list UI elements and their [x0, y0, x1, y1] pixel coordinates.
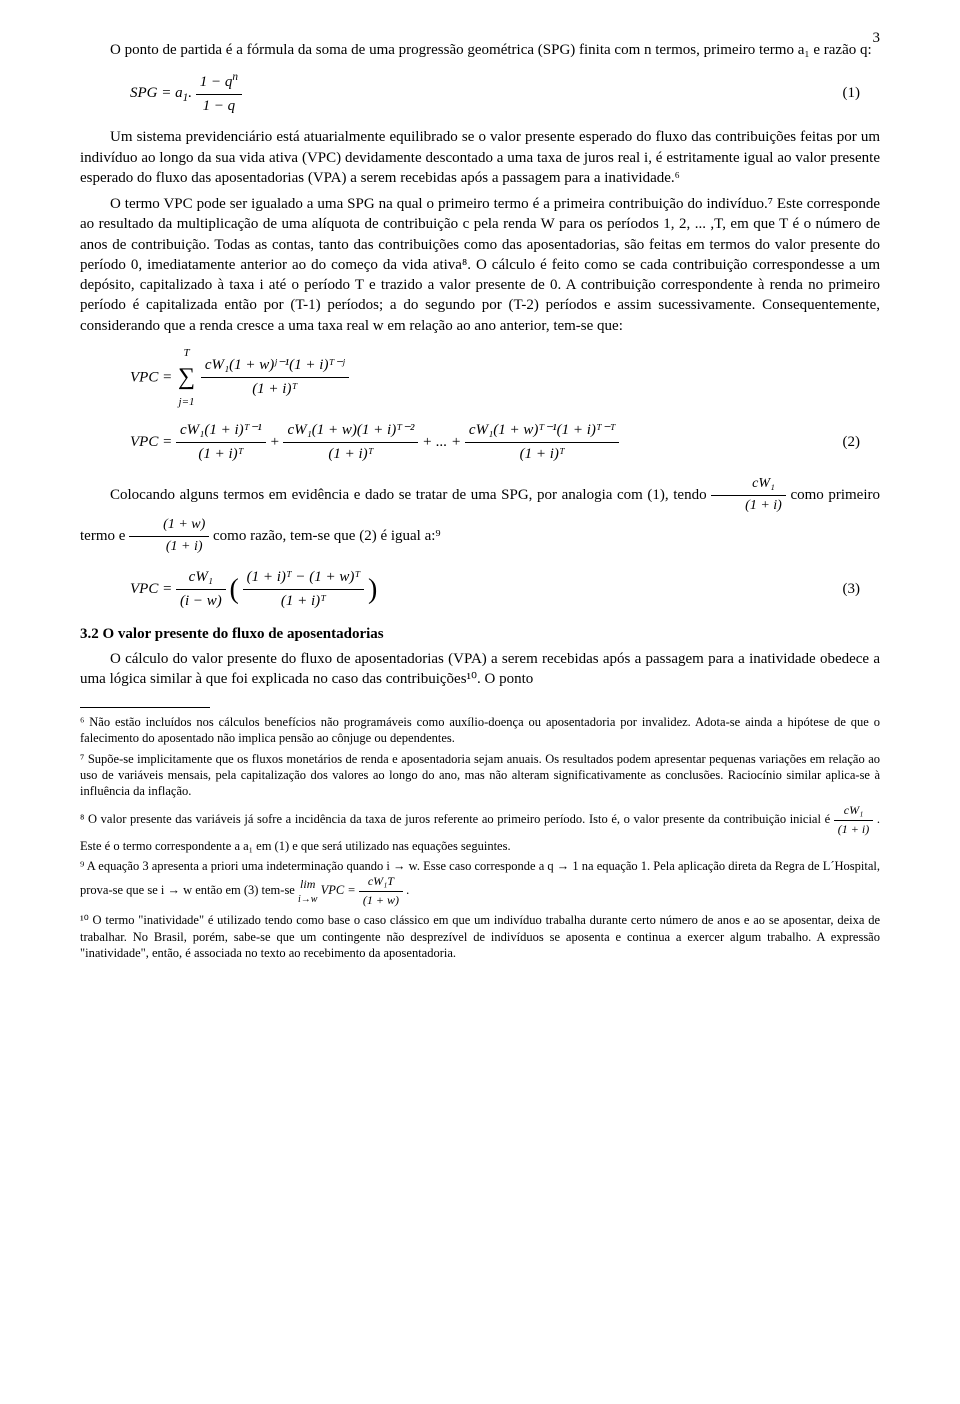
eq2b-plus-1: +	[270, 434, 284, 450]
paragraph-3: Colocando alguns termos em evidência e d…	[80, 475, 880, 557]
eq3-lhs: VPC =	[130, 581, 176, 597]
footnote-9: ⁹ A equação 3 apresenta a priori uma ind…	[80, 858, 880, 908]
para3a: Colocando alguns termos em evidência e d…	[110, 487, 711, 503]
footnote-10: ¹⁰ O termo "inatividade" é utilizado ten…	[80, 912, 880, 961]
paragraph-1: Um sistema previdenciário está atuarialm…	[80, 127, 880, 188]
footnote-separator	[80, 707, 210, 708]
paragraph-2: O termo VPC pode ser igualado a uma SPG …	[80, 194, 880, 336]
eq2b-t1-num: cW₁(1 + i)ᵀ⁻¹	[176, 420, 266, 443]
section-3-2-heading: 3.2 O valor presente do fluxo de aposent…	[80, 626, 880, 643]
fn9-frac-den: (1 + w)	[359, 892, 403, 909]
fn9-frac-num: cW₁T	[359, 874, 403, 892]
fn8a: ⁸ O valor presente das variáveis já sofr…	[80, 812, 834, 826]
eq2a-den: (1 + i)ᵀ	[201, 378, 349, 400]
eq1-lhs: SPG = a	[130, 85, 183, 101]
sigma-symbol: ∑	[176, 361, 197, 395]
para3-frac1-num: cW₁	[711, 475, 786, 496]
eq3-f1-den: (i − w)	[176, 590, 226, 612]
eq2a-num: cW₁(1 + w)ʲ⁻¹(1 + i)ᵀ⁻ʲ	[201, 355, 349, 378]
eq2b-dots: + ... +	[422, 434, 465, 450]
equation-3: VPC = cW₁ (i − w) ( (1 + i)ᵀ − (1 + w)ᵀ …	[130, 567, 880, 612]
equation-2b: VPC = cW₁(1 + i)ᵀ⁻¹ (1 + i)ᵀ + cW₁(1 + w…	[130, 420, 880, 465]
eq1-dot: .	[188, 85, 192, 101]
eq3-f1-num: cW₁	[176, 567, 226, 590]
page-container: 3 O ponto de partida é a fórmula da soma…	[0, 0, 960, 1404]
fn9b: .	[406, 883, 409, 897]
eq1-label: (1)	[843, 83, 861, 104]
footnote-6: ⁶ Não estão incluídos nos cálculos benef…	[80, 714, 880, 747]
para3-frac2-num: (1 + w)	[129, 516, 209, 537]
footnote-7: ⁷ Supõe-se implicitamente que os fluxos …	[80, 751, 880, 800]
eq3-f2-den: (1 + i)ᵀ	[243, 590, 365, 612]
equation-2a: VPC = T ∑ j=1 cW₁(1 + w)ʲ⁻¹(1 + i)ᵀ⁻ʲ (1…	[130, 346, 880, 410]
fn9a: ⁹ A equação 3 apresenta a priori uma ind…	[80, 859, 880, 897]
fn9-vpc: VPC =	[321, 883, 359, 897]
fn8-frac-num: cW₁	[834, 803, 873, 821]
eq3-label: (3)	[843, 579, 861, 600]
paragraph-4: O cálculo do valor presente do fluxo de …	[80, 649, 880, 690]
eq2b-lhs: VPC =	[130, 434, 176, 450]
eq1-num: 1 − q	[200, 74, 233, 90]
fn9-lim: lim	[298, 877, 317, 893]
fn8-frac-den: (1 + i)	[834, 821, 873, 838]
eq2b-t2-den: (1 + i)ᵀ	[283, 443, 418, 465]
eq2-label: (2)	[843, 432, 861, 453]
eq1-den: 1 − q	[196, 95, 242, 117]
footnote-8: ⁸ O valor presente das variáveis já sofr…	[80, 803, 880, 853]
eq2a-sum-top: T	[176, 346, 197, 361]
eq2a-lhs: VPC =	[130, 369, 176, 385]
eq3-f2-num: (1 + i)ᵀ − (1 + w)ᵀ	[243, 567, 365, 590]
fn9-lim-sub: i→w	[298, 893, 317, 906]
eq2b-t2-num: cW₁(1 + w)(1 + i)ᵀ⁻²	[283, 420, 418, 443]
eq2b-t1-den: (1 + i)ᵀ	[176, 443, 266, 465]
eq1-num-sup: n	[232, 71, 238, 83]
paragraph-intro: O ponto de partida é a fórmula da soma d…	[80, 40, 880, 60]
para3c: como razão, tem-se que (2) é igual a:⁹	[213, 528, 441, 544]
para3-frac1-den: (1 + i)	[711, 496, 786, 516]
eq2b-t3-num: cW₁(1 + w)ᵀ⁻¹(1 + i)ᵀ⁻ᵀ	[465, 420, 619, 443]
para3-frac2-den: (1 + i)	[129, 537, 209, 557]
eq2b-t3-den: (1 + i)ᵀ	[465, 443, 619, 465]
page-number: 3	[873, 30, 881, 47]
eq2a-sum-bot: j=1	[176, 395, 197, 410]
equation-1: SPG = a1. 1 − qn 1 − q (1)	[130, 70, 880, 117]
